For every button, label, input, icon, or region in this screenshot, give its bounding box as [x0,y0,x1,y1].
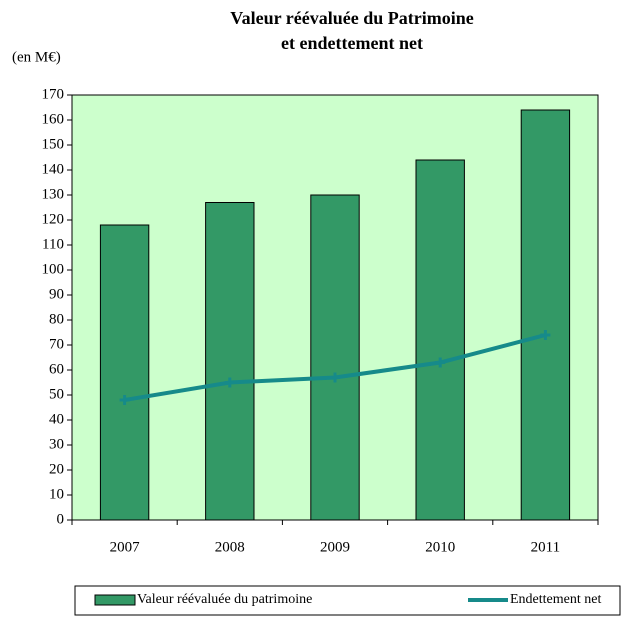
chart-title: et endettement net [281,33,423,53]
marker [540,330,551,340]
bar [520,109,571,521]
y-tick-label: 80 [49,311,64,327]
y-tick-label: 110 [42,236,64,252]
legend-label: Endettement net [510,592,601,607]
y-tick-label: 90 [49,286,64,302]
legend-box [74,585,621,616]
y-tick-label: 170 [42,86,65,102]
bar [415,159,465,521]
y-tick-label: 120 [42,211,65,227]
y-tick-label: 40 [49,411,64,427]
bar [99,224,150,521]
x-tick-label: 2007 [110,539,141,555]
marker [224,377,235,388]
bar [205,202,255,521]
y-tick-label: 70 [49,336,64,352]
y-tick-label: 30 [49,436,64,452]
y-tick-label: 160 [42,111,65,127]
x-tick-label: 2008 [215,539,245,555]
x-tick-label: 2009 [320,539,350,555]
y-axis-label: (en M€) [12,49,61,65]
bar [310,194,360,521]
y-tick-label: 140 [42,161,65,177]
y-tick-label: 150 [42,136,65,152]
chart-title: Valeur réévaluée du Patrimoine [230,8,473,28]
x-tick-label: 2011 [531,539,560,555]
marker [330,372,340,383]
legend-swatch [94,594,136,606]
y-tick-label: 50 [49,386,64,402]
marker [119,395,130,405]
y-tick-label: 60 [49,361,64,377]
legend-label: Valeur réévaluée du patrimoine [137,592,312,607]
y-tick-label: 130 [42,186,65,202]
y-tick-label: 20 [49,461,64,477]
y-tick-label: 100 [42,261,65,277]
y-tick-label: 10 [49,486,64,502]
marker [435,357,446,368]
y-tick-label: 0 [57,511,65,527]
x-tick-label: 2010 [425,539,455,555]
